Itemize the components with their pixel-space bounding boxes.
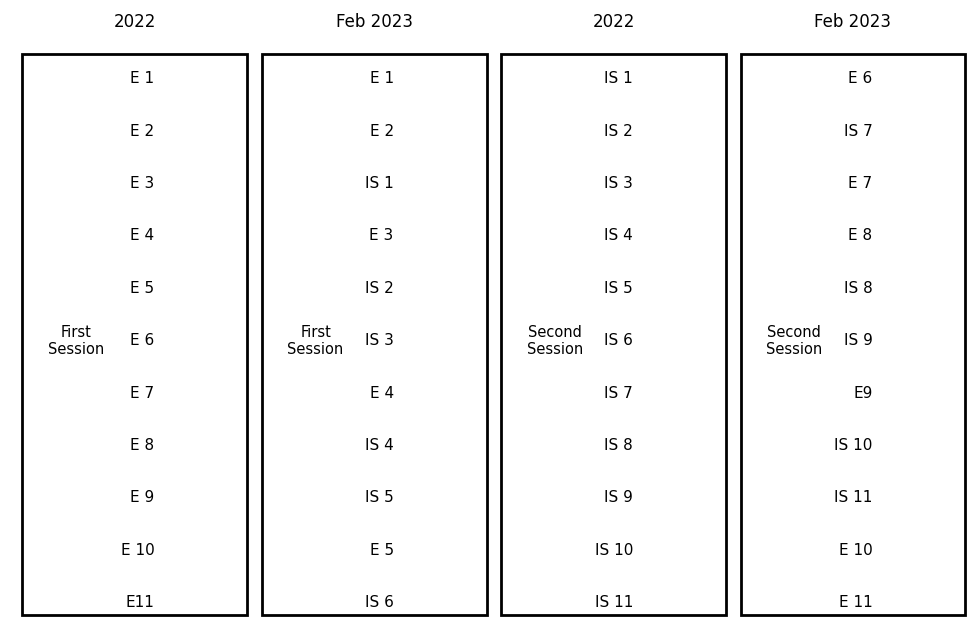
Text: IS 5: IS 5 xyxy=(605,281,633,296)
Text: IS 4: IS 4 xyxy=(365,438,394,453)
Text: E 9: E 9 xyxy=(130,490,154,505)
Text: IS 3: IS 3 xyxy=(364,333,394,348)
Text: IS 2: IS 2 xyxy=(605,124,633,139)
Text: E 3: E 3 xyxy=(369,228,394,244)
Text: E 4: E 4 xyxy=(130,228,154,244)
Text: E 8: E 8 xyxy=(130,438,154,453)
Text: E 2: E 2 xyxy=(369,124,394,139)
Text: IS 11: IS 11 xyxy=(834,490,872,505)
Text: IS 11: IS 11 xyxy=(595,595,633,610)
Text: IS 7: IS 7 xyxy=(844,124,872,139)
Bar xyxy=(741,54,965,615)
Text: E 10: E 10 xyxy=(838,543,872,558)
Text: IS 1: IS 1 xyxy=(605,71,633,86)
Text: IS 3: IS 3 xyxy=(604,176,633,191)
Text: E11: E11 xyxy=(125,595,154,610)
Text: E 5: E 5 xyxy=(369,543,394,558)
Text: IS 10: IS 10 xyxy=(834,438,872,453)
Text: First
Session: First Session xyxy=(48,324,105,357)
Text: E 6: E 6 xyxy=(848,71,872,86)
Text: IS 8: IS 8 xyxy=(605,438,633,453)
Text: IS 1: IS 1 xyxy=(365,176,394,191)
Text: E 8: E 8 xyxy=(848,228,872,244)
Text: IS 6: IS 6 xyxy=(604,333,633,348)
Text: E 5: E 5 xyxy=(130,281,154,296)
Text: IS 8: IS 8 xyxy=(844,281,872,296)
Text: IS 4: IS 4 xyxy=(605,228,633,244)
Bar xyxy=(262,54,487,615)
Text: IS 9: IS 9 xyxy=(604,490,633,505)
Bar xyxy=(22,54,247,615)
Text: 2022: 2022 xyxy=(592,13,635,31)
Text: E 4: E 4 xyxy=(369,386,394,401)
Text: Second
Session: Second Session xyxy=(527,324,583,357)
Text: E 2: E 2 xyxy=(130,124,154,139)
Text: IS 10: IS 10 xyxy=(595,543,633,558)
Text: E 6: E 6 xyxy=(130,333,154,348)
Text: E 1: E 1 xyxy=(369,71,394,86)
Text: IS 6: IS 6 xyxy=(364,595,394,610)
Text: E 7: E 7 xyxy=(130,386,154,401)
Bar xyxy=(501,54,726,615)
Text: First
Session: First Session xyxy=(287,324,344,357)
Text: IS 7: IS 7 xyxy=(605,386,633,401)
Text: E 7: E 7 xyxy=(848,176,872,191)
Text: IS 9: IS 9 xyxy=(843,333,872,348)
Text: IS 2: IS 2 xyxy=(365,281,394,296)
Text: E 11: E 11 xyxy=(838,595,872,610)
Text: Second
Session: Second Session xyxy=(766,324,823,357)
Text: E 3: E 3 xyxy=(130,176,154,191)
Text: E 1: E 1 xyxy=(130,71,154,86)
Text: IS 5: IS 5 xyxy=(365,490,394,505)
Text: 2022: 2022 xyxy=(113,13,156,31)
Text: E9: E9 xyxy=(853,386,872,401)
Text: Feb 2023: Feb 2023 xyxy=(336,13,412,31)
Text: E 10: E 10 xyxy=(120,543,154,558)
Text: Feb 2023: Feb 2023 xyxy=(815,13,891,31)
